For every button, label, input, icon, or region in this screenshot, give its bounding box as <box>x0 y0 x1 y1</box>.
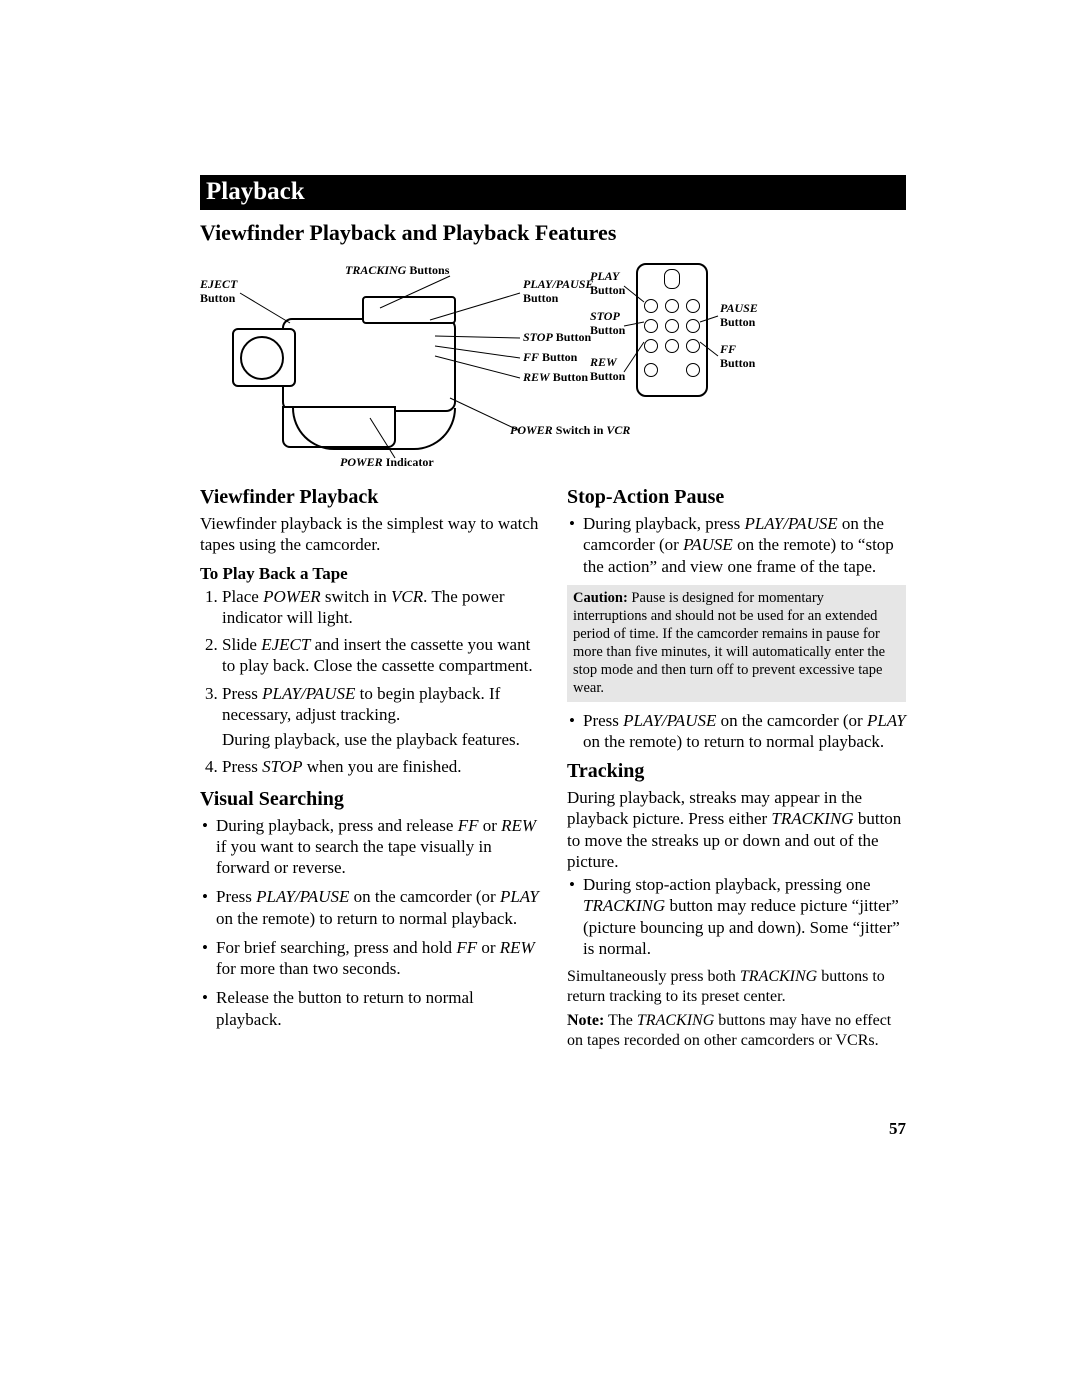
vs-item-3: For brief searching, press and hold FF o… <box>200 937 539 980</box>
manual-page: Playback Viewfinder Playback and Playbac… <box>0 0 1080 1397</box>
stop-action-list-1: During playback, press PLAY/PAUSE on the… <box>567 513 906 577</box>
caution-box: Caution: Pause is designed for momentary… <box>567 585 906 702</box>
tracking-note: Note: The TRACKING buttons may have no e… <box>567 1011 906 1051</box>
stop-action-list-2: Press PLAY/PAUSE on the camcorder (or PL… <box>567 710 906 753</box>
tracking-list: During stop-action playback, pressing on… <box>567 874 906 959</box>
label-stop: STOP Button <box>523 331 591 345</box>
label-tracking: TRACKING Buttons <box>345 264 449 278</box>
step-2: Slide EJECT and insert the cassette you … <box>222 634 539 677</box>
sa-item-2: Press PLAY/PAUSE on the camcorder (or PL… <box>567 710 906 753</box>
label-eject: EJECTButton <box>200 278 237 306</box>
heading-stop-action: Stop-Action Pause <box>567 486 906 509</box>
tracking-intro: During playback, streaks may appear in t… <box>567 787 906 872</box>
heading-to-play-back: To Play Back a Tape <box>200 564 539 584</box>
heading-viewfinder-playback: Viewfinder Playback <box>200 486 539 509</box>
label-remote-play: PLAYButton <box>590 270 625 298</box>
vs-item-1: During playback, press and release FF or… <box>200 815 539 879</box>
label-remote-pause: PAUSEButton <box>720 302 758 330</box>
right-column: Stop-Action Pause During playback, press… <box>567 480 906 1051</box>
vs-item-2: Press PLAY/PAUSE on the camcorder (or PL… <box>200 886 539 929</box>
tracking-simultaneous: Simultaneously press both TRACKING butto… <box>567 967 906 1007</box>
viewfinder-intro: Viewfinder playback is the simplest way … <box>200 513 539 556</box>
page-number: 57 <box>889 1119 906 1139</box>
tr-item-1: During stop-action playback, pressing on… <box>567 874 906 959</box>
heading-visual-searching: Visual Searching <box>200 788 539 811</box>
label-rew: REW Button <box>523 371 588 385</box>
step-1: Place POWER switch in VCR. The power ind… <box>222 586 539 629</box>
step-4: Press STOP when you are finished. <box>222 756 539 777</box>
step-3: Press PLAY/PAUSE to begin playback. If n… <box>222 683 539 751</box>
diagram-area: EJECTButton TRACKING Buttons PLAY/PAUSEB… <box>200 258 906 468</box>
sa-item-1: During playback, press PLAY/PAUSE on the… <box>567 513 906 577</box>
label-playpause: PLAY/PAUSEButton <box>523 278 593 306</box>
page-subtitle: Viewfinder Playback and Playback Feature… <box>200 220 906 246</box>
visual-searching-list: During playback, press and release FF or… <box>200 815 539 1030</box>
label-power-switch: POWER Switch in VCR <box>510 424 630 438</box>
playback-steps: Place POWER switch in VCR. The power ind… <box>200 586 539 778</box>
vs-item-4: Release the button to return to normal p… <box>200 987 539 1030</box>
left-column: Viewfinder Playback Viewfinder playback … <box>200 480 539 1051</box>
label-ff: FF Button <box>523 351 577 365</box>
label-remote-stop: STOPButton <box>590 310 625 338</box>
heading-tracking: Tracking <box>567 760 906 783</box>
label-remote-rew: REWButton <box>590 356 625 384</box>
label-remote-ff: FFButton <box>720 343 755 371</box>
section-header: Playback <box>200 175 906 210</box>
label-power-indicator: POWER Indicator <box>340 456 434 470</box>
